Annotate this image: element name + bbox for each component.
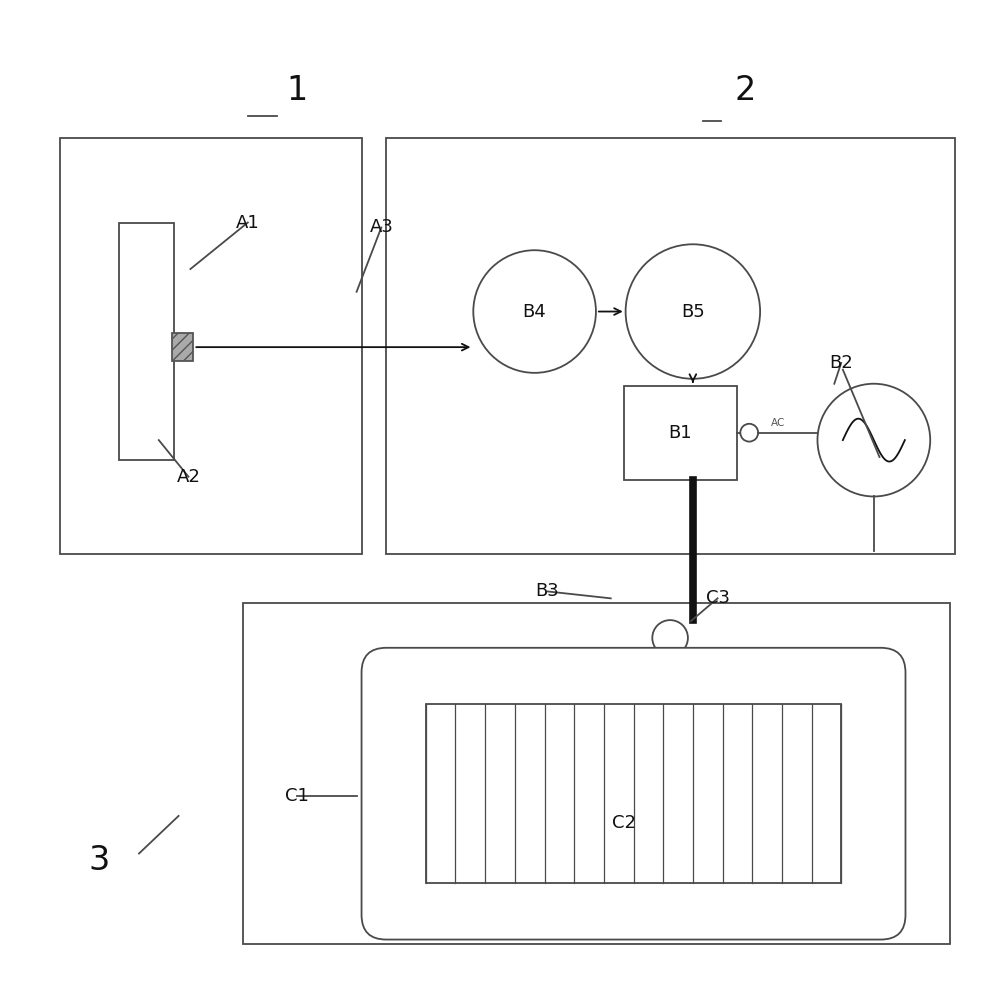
Bar	[172, 333, 193, 361]
Text: A1: A1	[236, 214, 260, 231]
Bar	[119, 223, 174, 460]
Text: C3: C3	[706, 589, 730, 607]
Text: B5: B5	[681, 303, 705, 320]
Circle shape	[473, 250, 596, 373]
Circle shape	[817, 384, 930, 496]
Circle shape	[740, 424, 758, 441]
Text: 1: 1	[287, 74, 308, 108]
Bar	[243, 603, 950, 944]
Text: B3: B3	[536, 583, 559, 600]
Circle shape	[626, 244, 760, 379]
FancyBboxPatch shape	[362, 648, 905, 940]
Text: B1: B1	[669, 423, 692, 442]
Bar	[386, 138, 955, 554]
Bar	[426, 704, 841, 883]
Circle shape	[652, 620, 688, 656]
Bar	[60, 138, 362, 554]
Text: AC: AC	[771, 417, 785, 427]
Text: 3: 3	[89, 844, 110, 877]
Text: A2: A2	[177, 468, 200, 486]
Text: 2: 2	[735, 74, 756, 108]
Text: B2: B2	[829, 354, 853, 372]
Text: B4: B4	[523, 303, 546, 320]
Text: C2: C2	[612, 814, 636, 832]
Bar	[624, 386, 737, 480]
Text: C1: C1	[285, 787, 309, 805]
Text: A3: A3	[369, 219, 393, 236]
